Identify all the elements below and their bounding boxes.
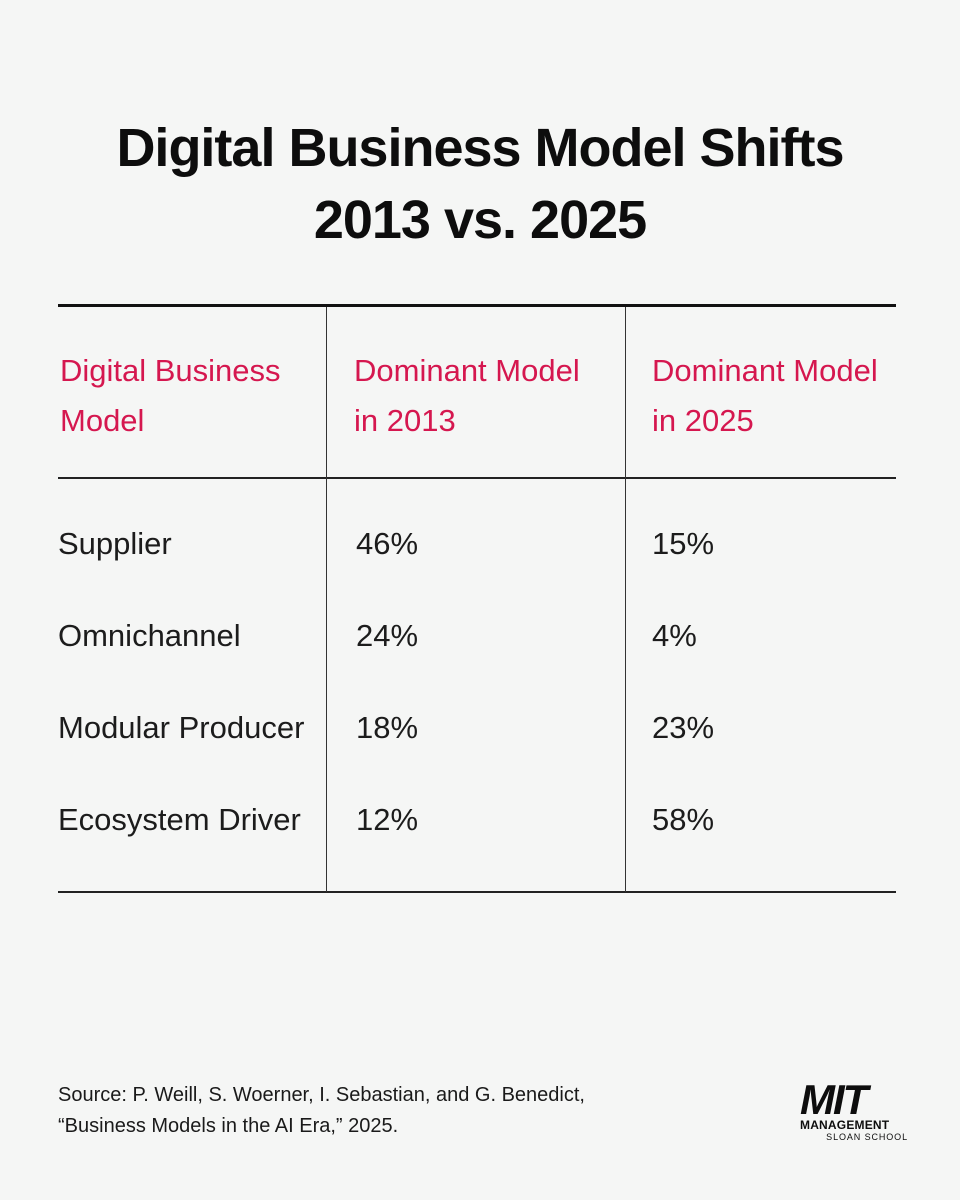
source-line-2: “Business Models in the AI Era,” 2025. [58,1115,399,1137]
table-cell-2025: 58% [652,802,715,837]
table-cell-2013: 18% [356,710,419,745]
table-header-rule [58,477,896,479]
column-header-2025: Dominant Model in 2025 [652,346,912,446]
column-divider [326,307,327,892]
table-cell-2013: 24% [356,618,419,653]
table-cell-2025: 4% [652,618,697,653]
comparison-table: Digital Business Model Dominant Model in… [58,304,896,894]
title-line-2: 2013 vs. 2025 [313,190,647,250]
table-top-rule [58,304,896,307]
source-citation: Source: P. Weill, S. Woerner, I. Sebasti… [58,1080,698,1142]
column-header-line: Dominant Model [354,353,580,388]
source-line-1: Source: P. Weill, S. Woerner, I. Sebasti… [58,1084,585,1106]
table-cell-model: Omnichannel [58,618,241,653]
column-header-line: Dominant Model [652,353,878,388]
table-cell-2013: 12% [356,802,419,837]
logo-mit: MIT [800,1076,868,1123]
column-header-2013: Dominant Model in 2013 [354,346,624,446]
column-header-line: Digital Business [60,353,281,388]
table-cell-2013: 46% [356,526,419,561]
title-line-1: Digital Business Model Shifts [116,118,844,178]
table-bottom-rule [58,891,896,893]
table-cell-model: Modular Producer [58,710,305,745]
logo-management: MANAGEMENT [800,1118,890,1132]
page-title: Digital Business Model Shifts 2013 vs. 2… [0,112,960,256]
table-cell-model: Supplier [58,526,172,561]
table-cell-model: Ecosystem Driver [58,802,301,837]
column-header-model: Digital Business Model [60,346,320,446]
column-header-line: in 2013 [354,403,456,438]
column-header-line: Model [60,403,145,438]
table-cell-2025: 15% [652,526,715,561]
column-divider [625,307,626,892]
logo-sloan-school: SLOAN SCHOOL [826,1132,908,1142]
table-cell-2025: 23% [652,710,715,745]
mit-sloan-logo: MIT MANAGEMENT SLOAN SCHOOL [800,1076,910,1143]
column-header-line: in 2025 [652,403,754,438]
